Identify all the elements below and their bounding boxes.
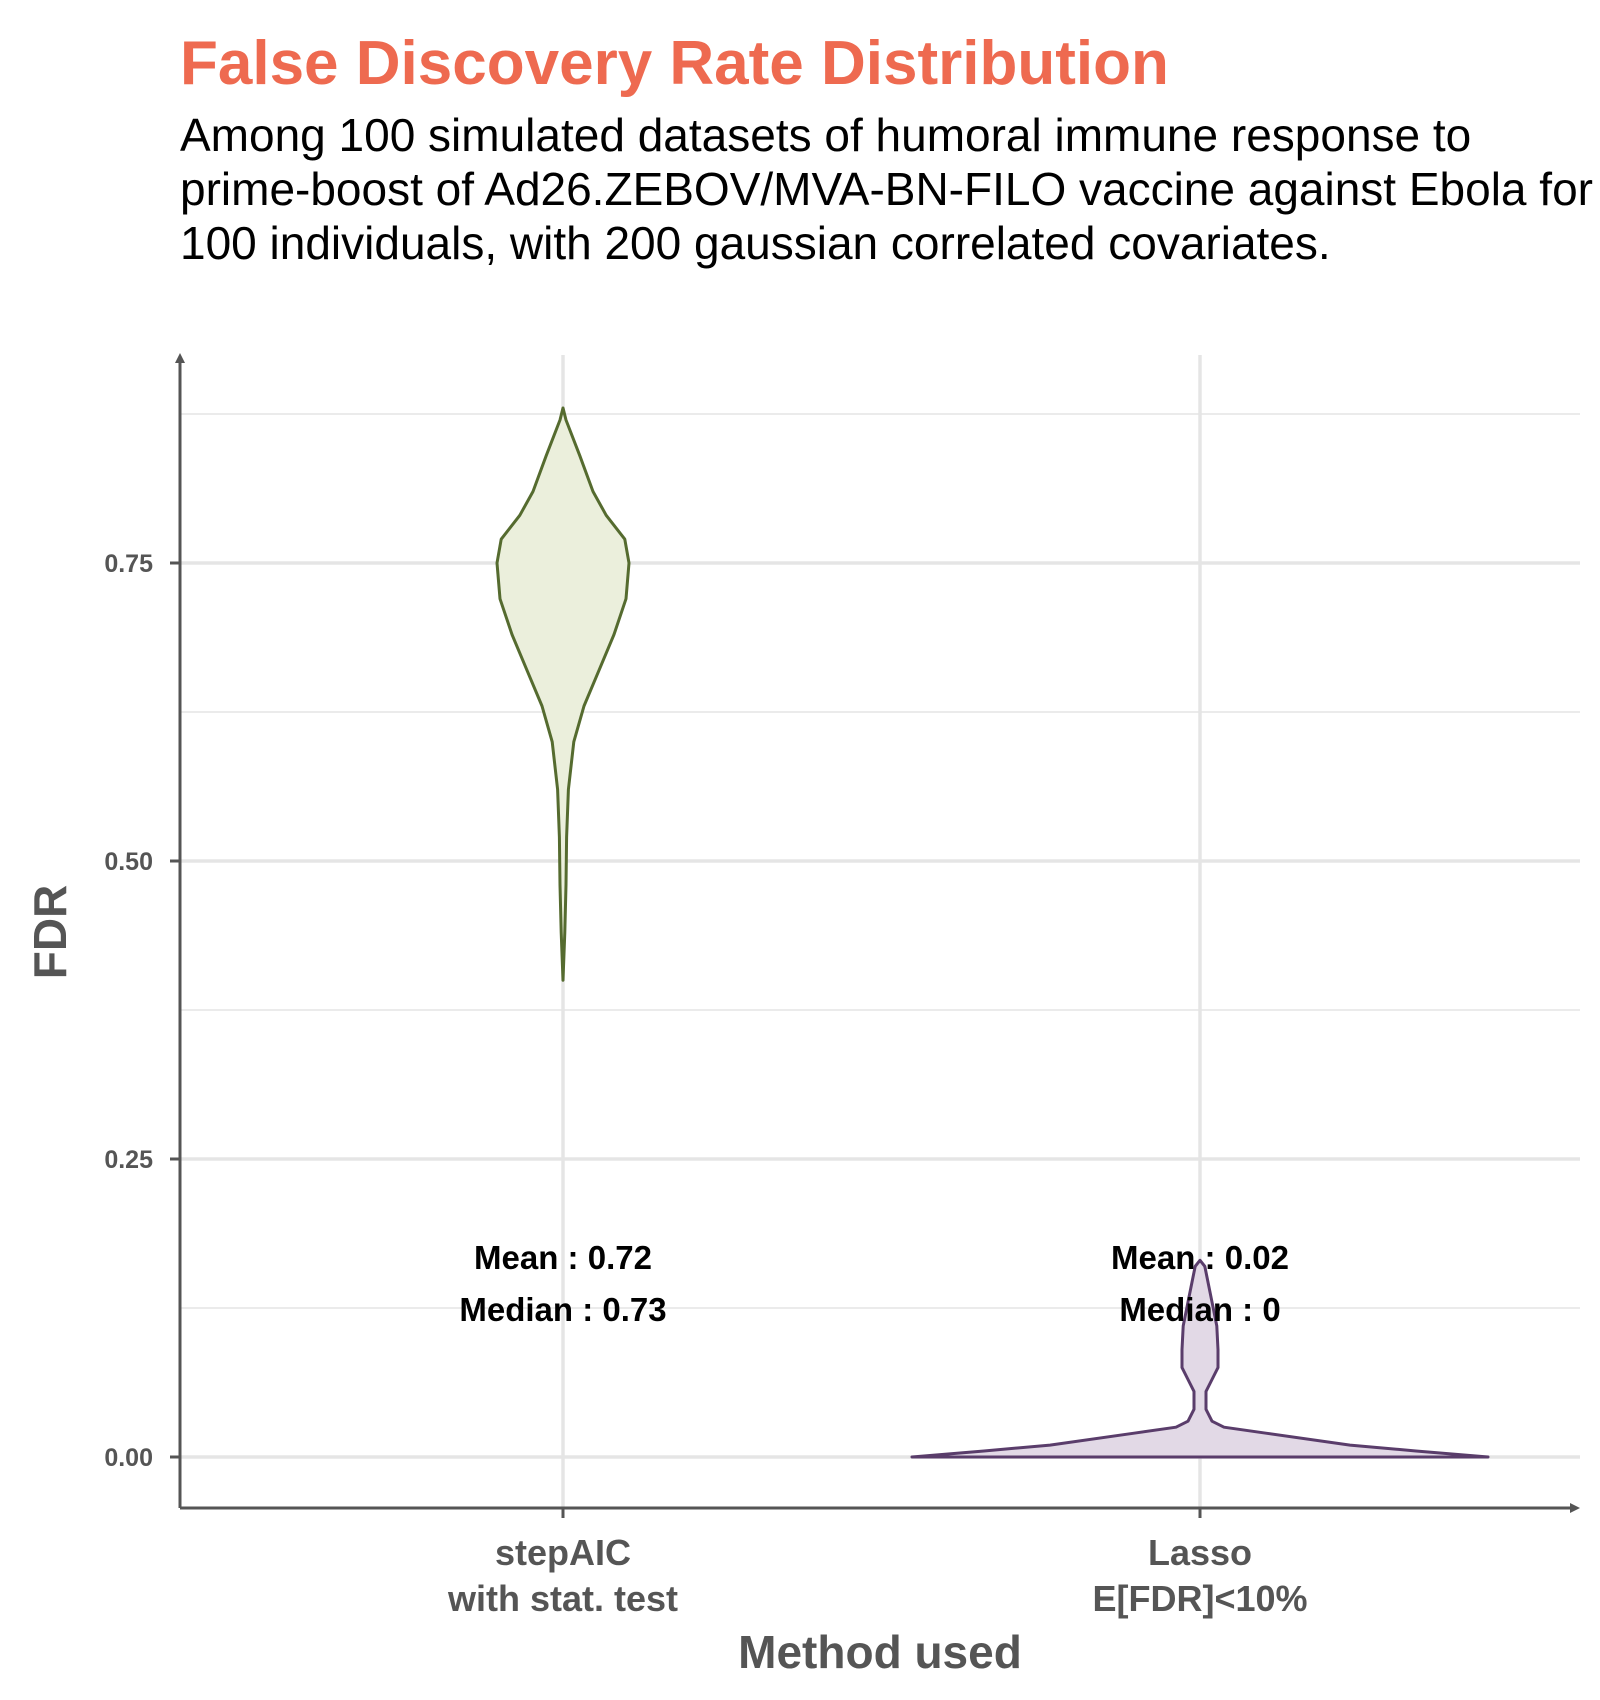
x-axis-title: Method used xyxy=(738,1626,1022,1678)
x-tick-label: E[FDR]<10% xyxy=(1092,1578,1307,1619)
y-tick-label: 0.50 xyxy=(104,848,153,876)
y-tick-label: 0.00 xyxy=(104,1444,153,1472)
y-tick-label: 0.25 xyxy=(104,1146,153,1174)
median-annotation: Median : 0.73 xyxy=(459,1291,666,1328)
violin-shape xyxy=(910,1258,1490,1459)
median-annotation: Median : 0 xyxy=(1119,1291,1280,1328)
chart-title: False Discovery Rate Distribution xyxy=(180,29,1169,98)
mean-annotation: Mean : 0.02 xyxy=(1111,1239,1289,1276)
annotations: Mean : 0.72 Median : 0.73 Mean : 0.02 Media… xyxy=(459,1239,1289,1328)
x-tick-label: with stat. test xyxy=(447,1578,678,1619)
y-axis-title: FDR xyxy=(24,885,76,980)
grid-lines xyxy=(180,355,1580,1508)
x-tick-label: Lasso xyxy=(1148,1532,1252,1573)
violin-shape xyxy=(495,406,631,982)
mean-annotation: Mean : 0.72 xyxy=(474,1239,652,1276)
axes: stepAIC with stat. test Lasso E[FDR]<10% 0.0… xyxy=(24,353,1580,1678)
violins xyxy=(495,406,1490,1459)
chart-subtitle: Among 100 simulated datasets of humoral … xyxy=(180,109,1593,269)
y-tick-label: 0.75 xyxy=(104,550,153,578)
x-tick-label: stepAIC xyxy=(495,1532,631,1573)
